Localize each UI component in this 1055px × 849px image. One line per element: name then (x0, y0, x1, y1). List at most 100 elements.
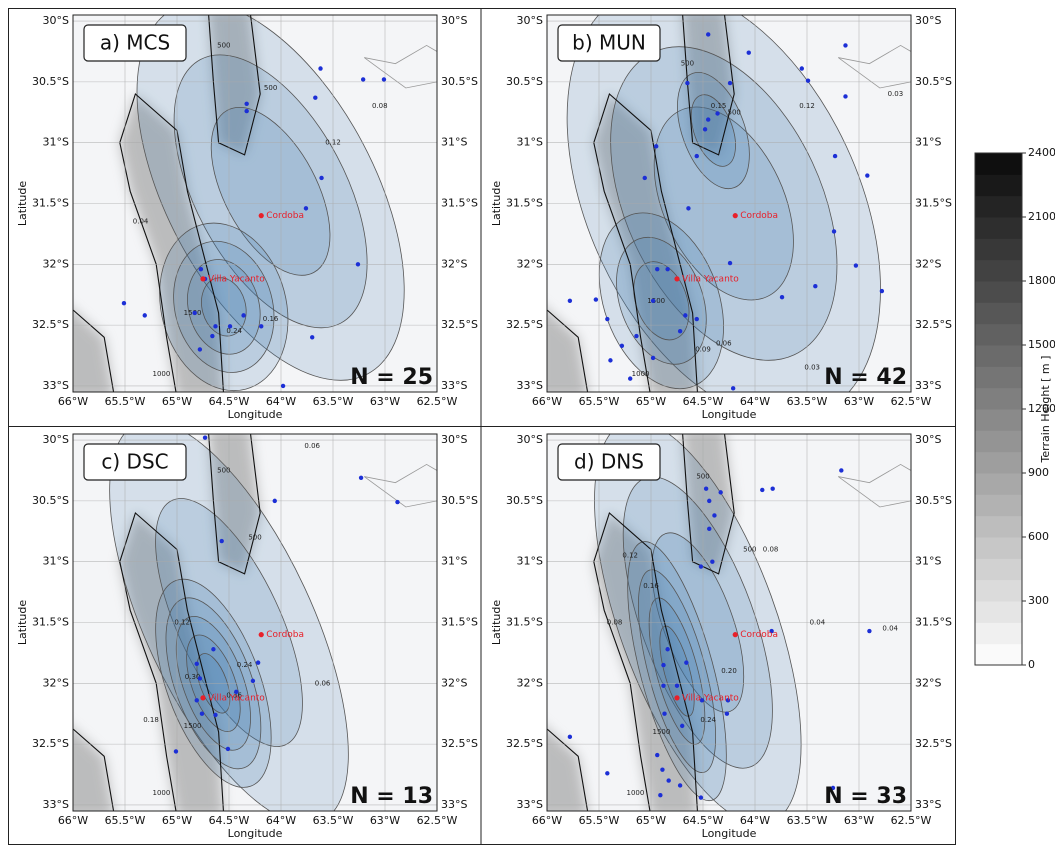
y-tick-label: 31.5°S (32, 197, 69, 210)
city-marker (200, 695, 206, 701)
colorbar-band (975, 622, 1022, 645)
terrain-contour (593, 93, 698, 392)
map-panel: 500 500 1000 1500 0.03 0.06 0.09 0.12 0.15 0.03 Co… (490, 14, 952, 421)
y-tick-label-right: 33°S (441, 379, 467, 392)
event-point (727, 80, 733, 86)
x-axis-label: Longitude (228, 827, 283, 840)
event-point (865, 173, 870, 178)
event-point (241, 313, 246, 318)
event-point (310, 335, 315, 340)
sample-size: N = 42 (824, 365, 907, 390)
contour-label: 0.24 (237, 661, 253, 669)
event-point (173, 749, 179, 754)
y-tick-label: 32°S (43, 257, 69, 270)
y-tick-label: 33°S (517, 379, 543, 392)
city-marker (732, 632, 738, 638)
y-tick-label-right: 32°S (441, 676, 467, 689)
x-tick-label: 63.5°W (313, 395, 354, 408)
contour-label: 500 (743, 546, 756, 554)
x-tick-label: 65.5°W (105, 395, 146, 408)
panel-label-box (83, 443, 187, 481)
event-point (259, 324, 264, 329)
event-point (650, 298, 656, 303)
event-point (658, 792, 663, 798)
colorbar-band (975, 451, 1022, 474)
x-tick-label: 63°W (370, 395, 400, 408)
contour-label: 0.09 (695, 345, 711, 353)
x-tick-label: 65.5°W (579, 395, 620, 408)
event-point (706, 117, 711, 122)
y-tick-label: 30.5°S (506, 494, 543, 507)
map-layers: 500 500 1000 1500 0.04 0.04 0.08 0.08 0.12 0.16 0.… (547, 434, 911, 811)
x-tick-label: 64°W (266, 395, 296, 408)
map-panel: 500 500 1000 1500 0.04 0.04 0.08 0.08 0.12 0.16 0.… (490, 433, 952, 840)
contour-label: 0.18 (143, 716, 159, 724)
y-tick-label: 31°S (43, 555, 69, 568)
event-point (665, 647, 670, 652)
y-tick-label: 32°S (517, 676, 543, 689)
y-axis-label: Latitude (16, 600, 29, 646)
contour-label: 0.12 (325, 139, 341, 147)
x-tick-label: 63°W (370, 814, 400, 827)
panel-label: a) MCS (100, 31, 170, 55)
event-point (313, 95, 318, 100)
x-tick-label: 65°W (636, 395, 666, 408)
event-point (685, 80, 690, 86)
city-label: Cordoba (266, 211, 304, 221)
density-contour (173, 240, 275, 373)
colorbar-band (975, 558, 1022, 581)
event-point (703, 486, 709, 491)
event-point (730, 386, 736, 391)
x-tick-label: 65°W (162, 814, 192, 827)
event-point (567, 734, 573, 740)
coastline (837, 463, 911, 508)
x-tick-label: 66°W (532, 814, 562, 827)
terrain (73, 309, 114, 392)
y-tick-label: 31°S (517, 555, 543, 568)
colorbar-band (975, 217, 1022, 239)
y-tick-label: 30°S (517, 433, 543, 446)
city-marker (674, 276, 680, 282)
event-point (213, 324, 218, 329)
event-point (686, 206, 691, 211)
terrain-contour (119, 93, 224, 392)
event-point (770, 486, 775, 491)
colorbar-band (975, 195, 1022, 218)
event-point (680, 723, 685, 729)
y-tick-label-right: 31.5°S (441, 616, 478, 629)
event-point (832, 153, 838, 159)
map-layers: 500 500 1000 1500 0.03 0.06 0.09 0.12 0.15 0.03 Co… (547, 15, 911, 392)
x-tick-label: 65°W (636, 814, 666, 827)
event-point (608, 358, 613, 363)
event-point (853, 263, 859, 268)
map-frame (546, 14, 912, 393)
event-point (244, 101, 249, 106)
event-point (769, 628, 774, 634)
contour-label: 0.06 (304, 442, 320, 450)
colorbar-band (975, 515, 1022, 538)
map-layers: 500500100015000.040.080.120.160.24Cordob… (73, 15, 437, 392)
contour-label: 500 (248, 533, 261, 541)
y-tick-label-right: 32°S (915, 257, 941, 270)
event-point (360, 77, 366, 82)
event-point (142, 313, 147, 318)
event-point (654, 144, 659, 149)
event-point (805, 78, 811, 83)
contour-label: 500 (681, 60, 694, 68)
x-tick-label: 65.5°W (105, 814, 146, 827)
colorbar-band (975, 643, 1022, 666)
y-tick-label: 30°S (43, 14, 69, 27)
contour-label: 500 (728, 108, 741, 116)
event-point (642, 175, 647, 181)
panel-label-box (557, 24, 661, 62)
event-point (779, 294, 785, 300)
event-point (272, 498, 277, 504)
x-tick-label: 64°W (740, 814, 770, 827)
contour-label: 0.12 (174, 619, 190, 627)
x-tick-label: 63.5°W (313, 814, 354, 827)
x-axis-label: Longitude (702, 827, 757, 840)
event-point (210, 333, 215, 339)
y-tick-label: 33°S (517, 798, 543, 811)
y-tick-label: 32°S (43, 676, 69, 689)
event-point (662, 711, 667, 716)
